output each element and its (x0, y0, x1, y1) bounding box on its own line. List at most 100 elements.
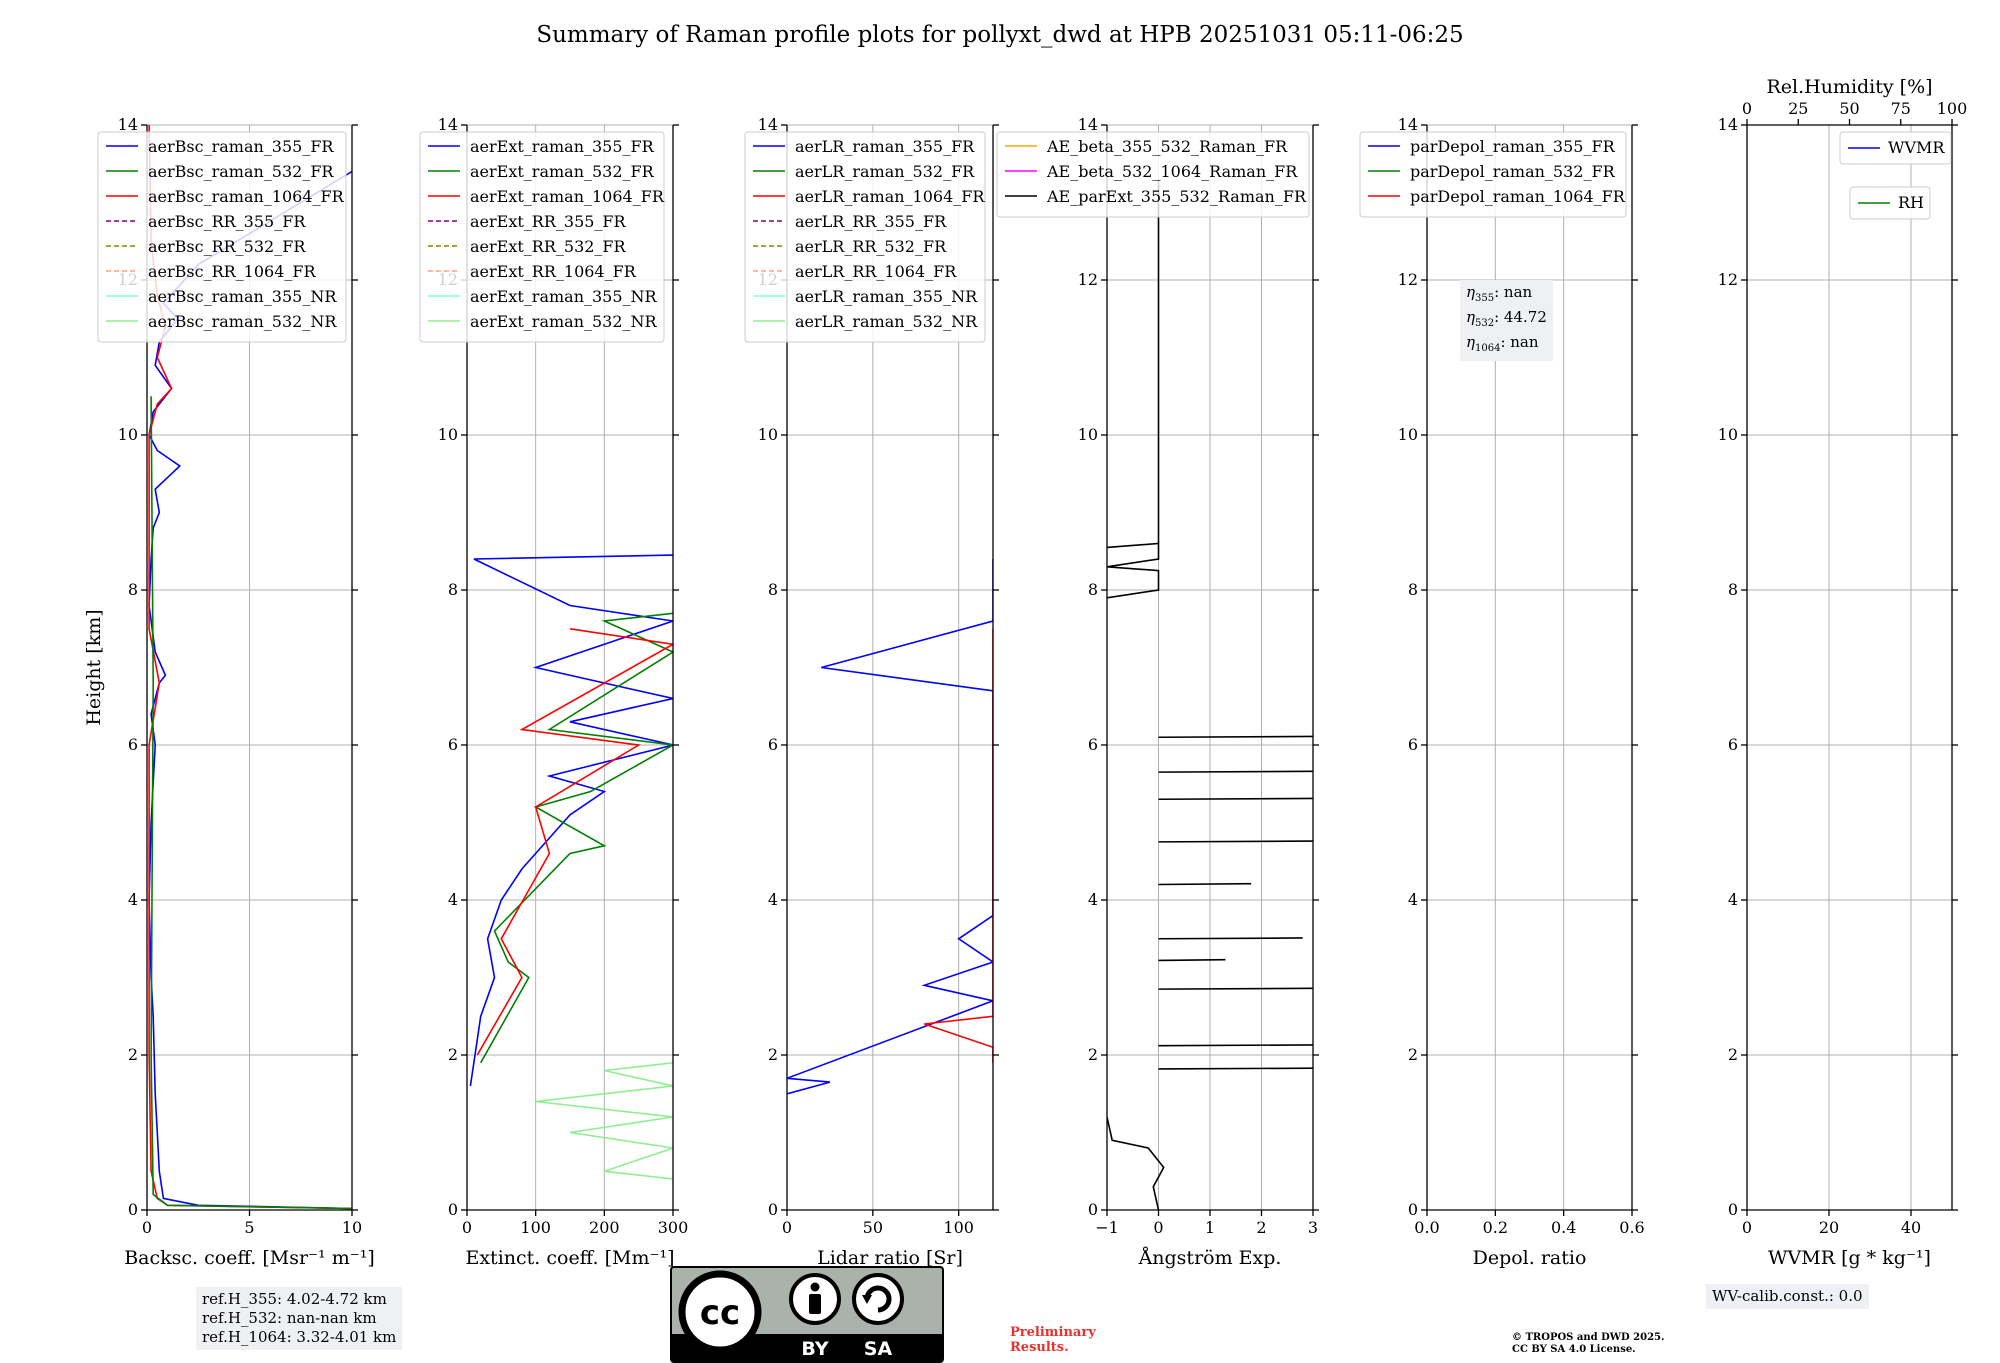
legend-label: aerBsc_raman_532_NR (148, 312, 337, 331)
ytick-label: 0 (448, 1200, 458, 1219)
xtick-label: 20 (1819, 1218, 1839, 1237)
top-xtick-label: 75 (1891, 99, 1911, 118)
cc-by-sa-badge: cc BY SA (670, 1266, 944, 1363)
eta-355: η355: nan (1466, 283, 1533, 304)
legend-label: aerExt_raman_355_FR (470, 137, 655, 156)
xtick-label: 1 (1205, 1218, 1215, 1237)
ae-spike (1158, 840, 1313, 843)
series-line (476, 628, 673, 1056)
ytick-label: 10 (1398, 425, 1418, 444)
panel-bsc: 024681012140510Backsc. coeff. [Msr⁻¹ m⁻¹… (83, 115, 375, 1269)
legend-label: aerBsc_raman_355_FR (148, 137, 334, 156)
legend-label: aerExt_raman_1064_FR (470, 187, 665, 206)
x-axis-label: Backsc. coeff. [Msr⁻¹ m⁻¹] (124, 1247, 375, 1269)
legend-label: aerLR_raman_355_FR (795, 137, 975, 156)
ytick-label: 14 (118, 115, 138, 134)
legend-label: aerBsc_raman_355_NR (148, 287, 337, 306)
preliminary-note: Preliminary Results. (1010, 1325, 1096, 1355)
series-group (1107, 179, 1313, 1210)
legend-box (1359, 131, 1627, 218)
ytick-label: 14 (1078, 115, 1098, 134)
share-alike-icon (852, 1273, 904, 1325)
figure-title: Summary of Raman profile plots for polly… (536, 22, 1464, 48)
ytick-label: 2 (768, 1045, 778, 1064)
preliminary-line2: Results. (1010, 1340, 1069, 1355)
legend-label: WVMR (1888, 138, 1945, 157)
legend-box (419, 131, 665, 343)
legend-label: aerLR_RR_1064_FR (795, 262, 957, 281)
series-line (535, 1062, 673, 1180)
preliminary-line1: Preliminary (1010, 1325, 1096, 1340)
xtick-label: 40 (1901, 1218, 1921, 1237)
x-axis-label: Depol. ratio (1473, 1247, 1587, 1269)
legend-box (996, 131, 1310, 218)
legend-label: aerExt_raman_355_NR (470, 287, 658, 306)
ae-spike (1158, 937, 1303, 940)
ytick-label: 14 (1398, 115, 1418, 134)
top-axis-label: Rel.Humidity [%] (1766, 76, 1932, 98)
xtick-label: −1 (1095, 1218, 1119, 1237)
xtick-label: 10 (342, 1218, 362, 1237)
ytick-label: 2 (1728, 1045, 1738, 1064)
copyright-note: © TROPOS and DWD 2025. CC BY SA 4.0 Lice… (1512, 1332, 1664, 1356)
ytick-label: 2 (448, 1045, 458, 1064)
copyright-line1: © TROPOS and DWD 2025. (1512, 1332, 1665, 1343)
top-xtick-label: 0 (1742, 99, 1752, 118)
ytick-label: 14 (1718, 115, 1738, 134)
xtick-label: 300 (658, 1218, 689, 1237)
ytick-label: 8 (448, 580, 458, 599)
legend-label: aerExt_RR_355_FR (470, 212, 627, 231)
reference-height-box: ref.H_355: 4.02-4.72 km ref.H_532: nan-n… (196, 1287, 403, 1350)
x-axis-label: Ångström Exp. (1138, 1247, 1282, 1269)
xtick-label: 100 (520, 1218, 551, 1237)
panel-lr: 02468101214050100Lidar ratio [Sr]aerLR_r… (744, 115, 999, 1269)
ref-height-532: ref.H_532: nan-nan km (202, 1309, 377, 1327)
ytick-label: 8 (128, 580, 138, 599)
ytick-label: 14 (438, 115, 458, 134)
xtick-label: 3 (1308, 1218, 1318, 1237)
ytick-label: 2 (1088, 1045, 1098, 1064)
xtick-label: 0.4 (1551, 1218, 1576, 1237)
legend-label: aerExt_RR_1064_FR (470, 262, 637, 281)
panel-ext: 024681012140100200300Extinct. coeff. [Mm… (419, 115, 689, 1269)
ytick-label: 6 (128, 735, 138, 754)
xtick-label: 50 (863, 1218, 883, 1237)
xtick-label: 0.6 (1619, 1218, 1644, 1237)
ytick-label: 6 (448, 735, 458, 754)
ae-spike (1158, 987, 1313, 990)
legend-label: aerExt_raman_532_FR (470, 162, 655, 181)
wv-calibration-box: WV-calib.const.: 0.0 (1706, 1284, 1869, 1309)
ae-spike (1158, 770, 1313, 773)
badge-by-label: BY (801, 1338, 828, 1360)
cc-letters: cc (700, 1293, 740, 1333)
series-line (469, 554, 673, 1087)
xtick-label: 0.0 (1414, 1218, 1439, 1237)
legend-label: RH (1898, 193, 1924, 212)
legend-label: aerLR_raman_355_NR (795, 287, 978, 306)
ytick-label: 0 (1408, 1200, 1418, 1219)
legend-label: aerLR_RR_355_FR (795, 212, 947, 231)
ytick-label: 10 (758, 425, 778, 444)
legend-label: aerLR_raman_1064_FR (795, 187, 985, 206)
xtick-label: 0 (782, 1218, 792, 1237)
legend-box (744, 131, 986, 343)
ae-spike (1158, 882, 1252, 886)
person-body (809, 1294, 821, 1314)
xtick-label: 0 (1742, 1218, 1752, 1237)
top-xtick-label: 25 (1788, 99, 1808, 118)
ytick-label: 10 (1078, 425, 1098, 444)
ae-spike (1158, 1067, 1313, 1070)
x-axis-label: Extinct. coeff. [Mm⁻¹] (465, 1247, 674, 1269)
xtick-label: 200 (589, 1218, 620, 1237)
legend-label: parDepol_raman_1064_FR (1410, 187, 1626, 206)
legend-label: AE_parExt_355_532_Raman_FR (1046, 187, 1307, 206)
copyright-line2: CC BY SA 4.0 License. (1512, 1344, 1636, 1355)
ytick-label: 4 (1408, 890, 1418, 909)
ytick-label: 2 (128, 1045, 138, 1064)
top-xtick-label: 50 (1839, 99, 1859, 118)
legend-label: AE_beta_532_1064_Raman_FR (1046, 162, 1298, 181)
ytick-label: 10 (438, 425, 458, 444)
ytick-label: 6 (768, 735, 778, 754)
legend-box (97, 131, 347, 343)
